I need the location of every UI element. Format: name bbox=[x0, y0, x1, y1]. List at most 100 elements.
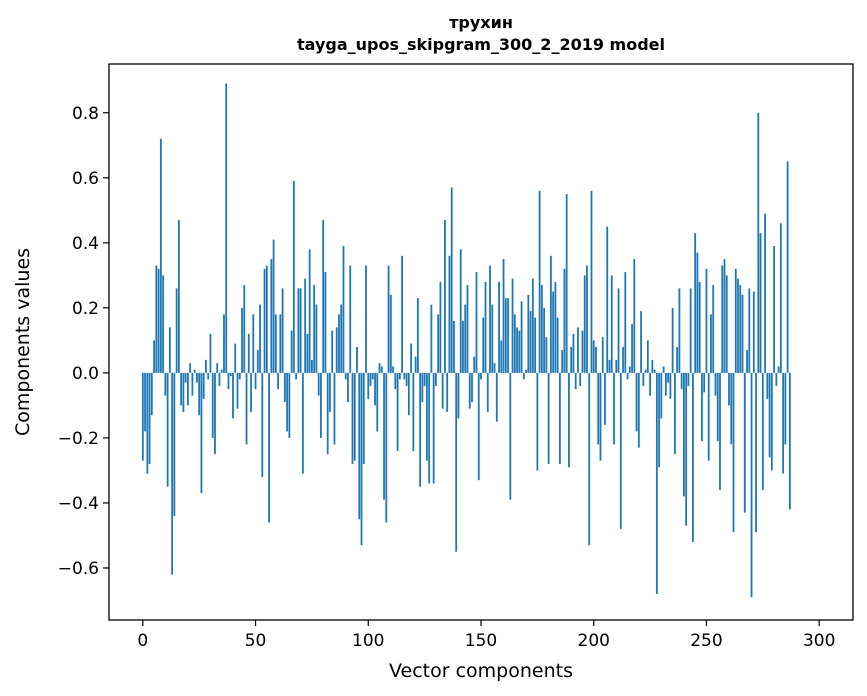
x-tick-label: 300 bbox=[803, 631, 835, 651]
bar bbox=[232, 372, 234, 419]
bar bbox=[180, 372, 183, 406]
y-tick-label: 0.8 bbox=[72, 104, 99, 124]
bar bbox=[543, 307, 546, 373]
bar bbox=[698, 281, 701, 373]
bar bbox=[236, 372, 239, 409]
bar bbox=[509, 372, 512, 500]
bar bbox=[615, 359, 618, 373]
bar bbox=[376, 372, 379, 432]
bar bbox=[216, 363, 219, 373]
bar bbox=[209, 333, 212, 373]
bar bbox=[358, 372, 361, 520]
bar bbox=[157, 268, 160, 373]
chart-title: трухин bbox=[449, 13, 513, 32]
bar bbox=[196, 372, 198, 383]
bar bbox=[525, 369, 527, 373]
bar bbox=[646, 340, 649, 373]
bar bbox=[723, 259, 726, 373]
bar bbox=[421, 372, 424, 403]
bar bbox=[448, 255, 451, 373]
bar bbox=[155, 265, 158, 373]
bar bbox=[313, 285, 316, 373]
bar bbox=[277, 372, 279, 390]
bar bbox=[773, 246, 775, 373]
bar bbox=[144, 372, 146, 432]
bar bbox=[466, 285, 469, 373]
bar bbox=[225, 83, 228, 373]
bar bbox=[387, 265, 390, 373]
bar bbox=[498, 281, 500, 373]
bar bbox=[581, 330, 584, 373]
bar bbox=[788, 372, 791, 510]
bar bbox=[604, 372, 606, 425]
bar bbox=[263, 268, 266, 373]
bar bbox=[295, 372, 298, 380]
bar bbox=[552, 291, 555, 373]
bar bbox=[229, 372, 232, 377]
bar bbox=[281, 288, 284, 373]
bar bbox=[252, 314, 255, 373]
bar bbox=[766, 372, 769, 399]
x-tick-label: 0 bbox=[137, 631, 148, 651]
bar bbox=[511, 278, 514, 373]
bar bbox=[344, 372, 347, 380]
bar bbox=[662, 366, 665, 373]
bar bbox=[274, 314, 277, 373]
bar bbox=[750, 372, 753, 598]
bar bbox=[714, 372, 717, 396]
bar bbox=[784, 372, 787, 445]
bar bbox=[416, 298, 419, 373]
bar bbox=[457, 372, 460, 419]
bar bbox=[374, 372, 376, 406]
bar bbox=[322, 220, 325, 373]
bar bbox=[671, 307, 674, 373]
bar bbox=[392, 366, 394, 373]
bar bbox=[455, 372, 458, 552]
bar bbox=[586, 265, 588, 373]
bar bbox=[259, 304, 261, 373]
bar bbox=[730, 372, 733, 445]
bars-group bbox=[141, 83, 791, 598]
bar bbox=[660, 372, 663, 419]
bar bbox=[527, 294, 530, 373]
bar bbox=[687, 372, 690, 386]
bar bbox=[761, 372, 764, 490]
y-tick-label: −0.4 bbox=[58, 494, 99, 514]
bar bbox=[425, 372, 428, 461]
bar bbox=[673, 372, 676, 455]
bar bbox=[572, 333, 575, 373]
bar bbox=[545, 337, 548, 373]
bar bbox=[198, 372, 201, 416]
bar bbox=[211, 372, 214, 438]
bar bbox=[141, 372, 144, 461]
bar bbox=[734, 268, 737, 373]
y-tick-label: 0.6 bbox=[72, 169, 99, 189]
bar bbox=[439, 281, 442, 373]
bar bbox=[653, 369, 656, 373]
bar bbox=[265, 265, 268, 373]
bar bbox=[563, 268, 566, 373]
bar bbox=[207, 372, 210, 380]
bar bbox=[678, 288, 681, 373]
bar bbox=[419, 372, 422, 487]
bar bbox=[493, 363, 496, 373]
bar bbox=[410, 343, 413, 373]
bar bbox=[297, 288, 300, 373]
bar bbox=[283, 372, 286, 403]
bar bbox=[513, 314, 516, 373]
bar bbox=[342, 246, 345, 373]
y-tick-label: 0.0 bbox=[72, 364, 99, 384]
bar bbox=[559, 372, 561, 464]
bar bbox=[626, 372, 629, 380]
bar bbox=[577, 327, 579, 373]
bar bbox=[290, 330, 293, 373]
bar bbox=[583, 275, 586, 373]
bar bbox=[538, 190, 541, 373]
bar bbox=[737, 278, 739, 373]
bar bbox=[360, 372, 363, 546]
bar bbox=[446, 372, 449, 412]
bar bbox=[245, 372, 248, 445]
bar bbox=[414, 356, 417, 373]
bar bbox=[570, 346, 573, 373]
bar bbox=[254, 372, 257, 390]
